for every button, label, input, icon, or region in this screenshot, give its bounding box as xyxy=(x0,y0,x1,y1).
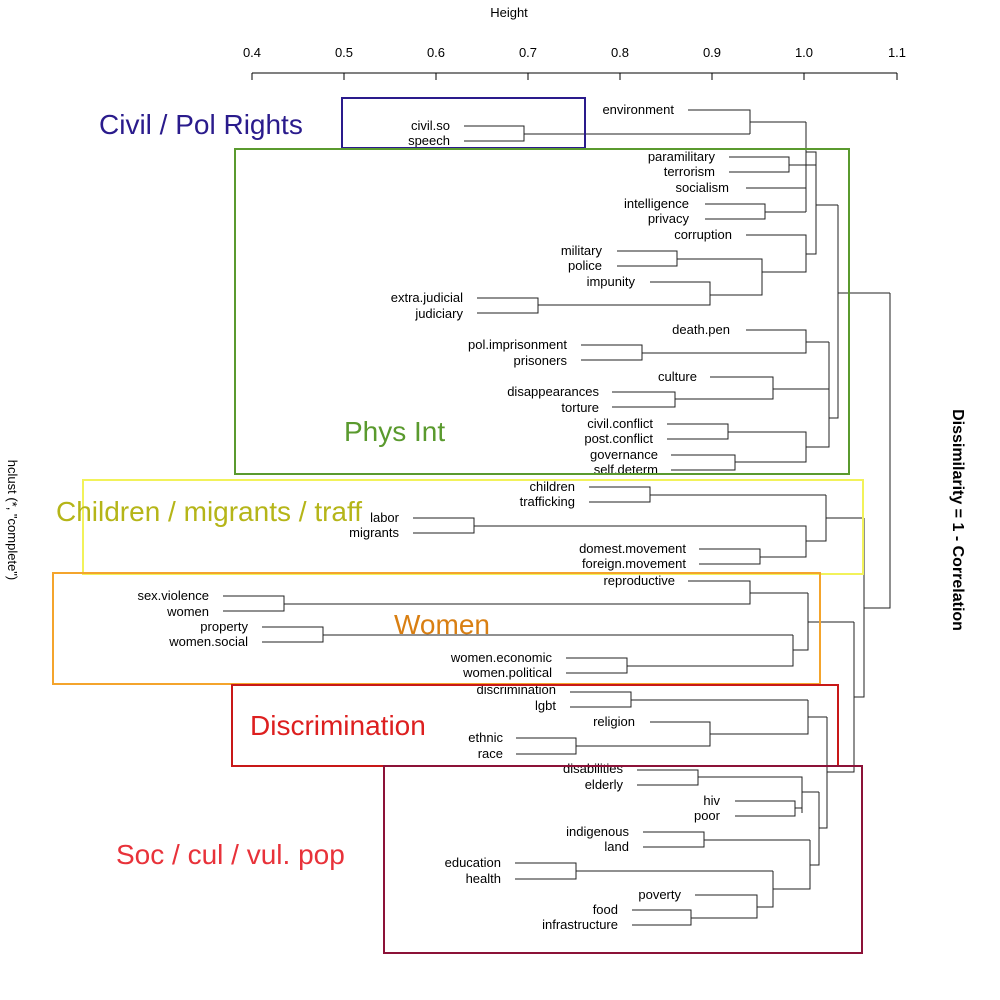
leaf-label: indigenous xyxy=(566,824,629,839)
axis-tick-label: 0.5 xyxy=(335,45,353,60)
axis-tick-label: 1.1 xyxy=(888,45,906,60)
leaf-label: death.pen xyxy=(672,322,730,337)
axis-tick-label: 1.0 xyxy=(795,45,813,60)
axis-title: Height xyxy=(490,5,528,20)
leaf-label: speech xyxy=(408,133,450,148)
leaf-label: intelligence xyxy=(624,196,689,211)
leaf-label: foreign.movement xyxy=(582,556,686,571)
leaf-label: food xyxy=(593,902,618,917)
cluster-title-children-migrants: Children / migrants / traff xyxy=(56,496,362,527)
axis-tick-label: 0.6 xyxy=(427,45,445,60)
leaf-label: sex.violence xyxy=(137,588,209,603)
leaf-label: civil.so xyxy=(411,118,450,133)
leaf-label: labor xyxy=(370,510,400,525)
leaf-label: post.conflict xyxy=(584,431,653,446)
cluster-title-discrimination: Discrimination xyxy=(250,710,426,741)
leaf-label: civil.conflict xyxy=(587,416,653,431)
leaf-label: property xyxy=(200,619,248,634)
leaf-label: governance xyxy=(590,447,658,462)
leaf-label: women xyxy=(166,604,209,619)
leaf-label: health xyxy=(466,871,501,886)
leaf-label: women.political xyxy=(462,665,552,680)
cluster-box-children-migrants xyxy=(82,479,864,575)
leaf-label: judiciary xyxy=(414,306,463,321)
leaf-label: extra.judicial xyxy=(391,290,463,305)
leaf-label: reproductive xyxy=(603,573,675,588)
leaf-label: land xyxy=(604,839,629,854)
leaf-label: migrants xyxy=(349,525,399,540)
cluster-box-phys-int xyxy=(234,148,850,475)
leaf-label: paramilitary xyxy=(648,149,716,164)
leaf-label: infrastructure xyxy=(542,917,618,932)
leaf-label: poverty xyxy=(638,887,681,902)
leaf-label: elderly xyxy=(585,777,624,792)
leaf-label: impunity xyxy=(587,274,636,289)
leaf-label: ethnic xyxy=(468,730,503,745)
leaf-label: environment xyxy=(602,102,674,117)
leaf-label: domest.movement xyxy=(579,541,686,556)
leaf-label: military xyxy=(561,243,603,258)
axis-tick-label: 0.9 xyxy=(703,45,721,60)
leaf-label: terrorism xyxy=(664,164,715,179)
leaf-label: culture xyxy=(658,369,697,384)
axis-ticks xyxy=(251,73,898,80)
cluster-title-soc-cul-vul-pop: Soc / cul / vul. pop xyxy=(116,839,345,870)
leaf-label: prisoners xyxy=(514,353,568,368)
right-side-label: Dissimilarity = 1 - Correlation xyxy=(949,409,966,631)
leaf-label: torture xyxy=(561,400,599,415)
leaf-label: religion xyxy=(593,714,635,729)
leaf-label: corruption xyxy=(674,227,732,242)
leaf-label: poor xyxy=(694,808,721,823)
cluster-title-women: Women xyxy=(394,609,490,640)
cluster-title-civil-pol-rights: Civil / Pol Rights xyxy=(99,109,303,140)
axis-tick-label: 0.7 xyxy=(519,45,537,60)
leaf-labels: environment civil.so speech paramilitary… xyxy=(137,102,732,932)
leaf-label: children xyxy=(529,479,575,494)
axis-tick-label: 0.4 xyxy=(243,45,261,60)
cluster-box-soc-cul-vul-pop xyxy=(383,765,863,954)
leaf-label: disabilities xyxy=(563,761,623,776)
leaf-label: pol.imprisonment xyxy=(468,337,567,352)
leaf-label: socialism xyxy=(676,180,729,195)
left-side-label: hclust (*, "complete") xyxy=(5,460,20,581)
leaf-label: race xyxy=(478,746,503,761)
leaf-label: hiv xyxy=(703,793,720,808)
dendrogram-branches xyxy=(223,109,891,926)
leaf-label: police xyxy=(568,258,602,273)
cluster-box-civil-pol-rights xyxy=(341,97,586,149)
leaf-label: disappearances xyxy=(507,384,599,399)
leaf-label: privacy xyxy=(648,211,690,226)
leaf-label: trafficking xyxy=(520,494,575,509)
axis-tick-label: 0.8 xyxy=(611,45,629,60)
leaf-label: education xyxy=(445,855,501,870)
leaf-label: lgbt xyxy=(535,698,556,713)
cluster-title-phys-int: Phys Int xyxy=(344,416,445,447)
leaf-label: women.economic xyxy=(450,650,553,665)
leaf-label: women.social xyxy=(168,634,248,649)
